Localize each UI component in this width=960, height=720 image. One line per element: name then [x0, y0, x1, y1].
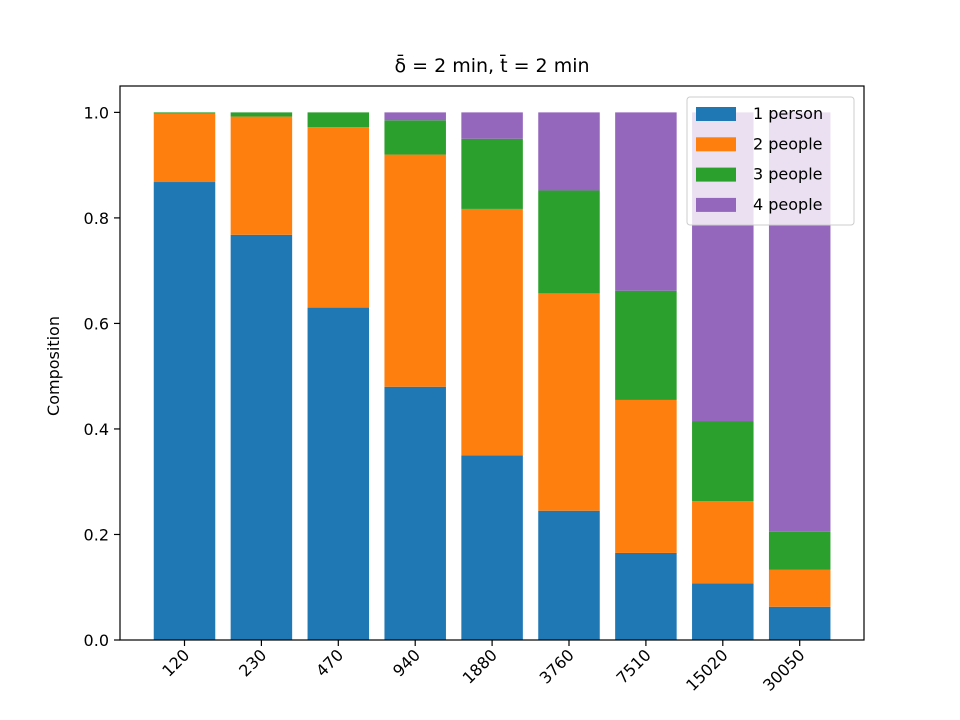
bar-segment-3760-series-2: [538, 293, 600, 511]
legend-box: [686, 96, 855, 226]
bar-segment-940-series-2: [384, 154, 446, 387]
bar-segment-470-series-1: [307, 307, 370, 640]
y-tick-label: 1.0: [84, 103, 109, 122]
bar-segment-3760-series-4: [538, 112, 600, 191]
x-tick-label: 120: [158, 645, 193, 680]
bar-segment-470-series-2: [307, 127, 370, 308]
bar-segment-3760-series-1: [538, 510, 600, 640]
x-tick-label: 470: [312, 645, 347, 680]
bar-segment-30050-series-1: [768, 606, 831, 640]
bar-segment-1880-series-4: [461, 112, 523, 139]
bar-segment-230-series-2: [230, 116, 293, 235]
legend-label-series-3: 3 people: [753, 165, 823, 184]
x-tick-label: 230: [235, 645, 270, 680]
bar-segment-230-series-3: [230, 112, 293, 117]
x-tick-label: 3760: [536, 645, 578, 687]
bar-segment-940-series-1: [384, 386, 446, 640]
y-tick-label: 0.6: [84, 314, 109, 333]
x-tick-label: 7510: [613, 645, 655, 687]
bar-segment-7510-series-3: [615, 290, 677, 400]
bar-segment-1880-series-2: [461, 208, 523, 456]
legend-label-series-1: 1 person: [753, 104, 823, 123]
bar-segment-7510-series-4: [615, 112, 677, 291]
legend-swatch-series-2: [696, 137, 736, 152]
bar-segment-7510-series-1: [615, 552, 677, 640]
bar-segment-30050-series-3: [768, 531, 831, 570]
y-axis-label: Composition: [44, 316, 63, 416]
bar-segment-15020-series-1: [692, 583, 754, 640]
legend-label-series-2: 2 people: [753, 134, 823, 153]
y-tick-label: 0.2: [84, 525, 109, 544]
bar-segment-15020-series-3: [692, 421, 754, 502]
legend-label-series-4: 4 people: [753, 195, 823, 214]
legend: 1 person 2 people 3 people 4 people: [686, 96, 855, 226]
bar-segment-30050-series-2: [768, 569, 831, 607]
legend-swatch-series-4: [696, 197, 736, 212]
bar-segment-940-series-3: [384, 120, 446, 155]
chart-title: δ̄ = 2 min, t̄ = 2 min: [394, 53, 589, 77]
bars-layer: [153, 112, 831, 641]
y-tick-label: 0.0: [84, 631, 109, 650]
legend-swatch-series-1: [696, 107, 736, 121]
bar-segment-1880-series-3: [461, 138, 523, 209]
bar-segment-3760-series-3: [538, 190, 600, 294]
x-tick-label: 15020: [682, 645, 731, 694]
bar-segment-120-series-2: [153, 113, 216, 183]
legend-swatch-series-3: [696, 167, 736, 182]
bar-segment-120-series-1: [153, 182, 216, 640]
y-tick-label: 0.8: [84, 209, 109, 228]
bar-segment-1880-series-1: [461, 455, 523, 640]
bar-segment-940-series-4: [384, 112, 446, 121]
bar-segment-470-series-3: [307, 112, 370, 128]
x-tick-label: 940: [389, 645, 424, 680]
bar-segment-120-series-3: [153, 112, 216, 114]
bar-segment-230-series-1: [230, 234, 293, 641]
bar-segment-15020-series-2: [692, 501, 754, 584]
x-tick-label: 1880: [459, 645, 501, 687]
bar-segment-7510-series-2: [615, 399, 677, 553]
x-tick-label: 30050: [759, 645, 808, 694]
y-tick-label: 0.4: [84, 420, 109, 439]
